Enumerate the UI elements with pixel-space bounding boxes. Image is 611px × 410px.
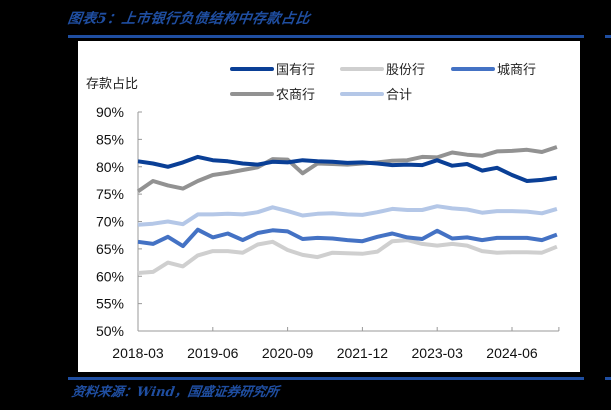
- series-line-国有行: [137, 154, 558, 183]
- series-line-股份行: [137, 238, 558, 275]
- y-tick-label: 85%: [96, 131, 124, 147]
- source-rule: [68, 377, 584, 380]
- series-lines: [136, 145, 558, 275]
- source-rule-stub: [605, 377, 611, 380]
- legend-item: 合计: [340, 88, 412, 103]
- legend-item: 农商行: [230, 88, 315, 103]
- series-line-城商行: [137, 227, 558, 249]
- y-tick-label: 75%: [96, 186, 124, 202]
- source-note: 资料来源：Wind，国盛证券研究所: [70, 385, 280, 400]
- legend-label: 股份行: [386, 63, 425, 78]
- legend-label: 城商行: [497, 63, 536, 78]
- legend-label: 农商行: [276, 88, 315, 103]
- x-tick-label: 2021-12: [337, 345, 389, 361]
- title-rule-stub: [605, 35, 611, 38]
- legend-item: 股份行: [340, 63, 425, 78]
- title-rule: [68, 35, 584, 38]
- legend-item: 国有行: [230, 63, 315, 78]
- x-tick-label: 2024-06: [486, 345, 538, 361]
- y-tick-label: 60%: [96, 268, 124, 284]
- x-axis: 2018-03 2019-06 2020-09 2021-12 2023-03 2024-…: [112, 327, 560, 361]
- chart-panel: [78, 41, 580, 372]
- legend-item: 城商行: [451, 63, 536, 78]
- y-tick-label: 70%: [96, 214, 124, 230]
- y-tick-label: 65%: [96, 241, 124, 257]
- legend-label: 合计: [386, 88, 412, 103]
- x-tick-label: 2020-09: [262, 345, 314, 361]
- legend-label: 国有行: [276, 63, 315, 78]
- x-tick-label: 2018-03: [112, 345, 164, 361]
- y-tick-label: 90%: [96, 104, 124, 120]
- y-tick-label: 55%: [96, 296, 124, 312]
- y-tick-label: 50%: [96, 323, 124, 339]
- x-tick-label: 2019-06: [187, 345, 239, 361]
- y-axis-title: 存款占比: [86, 77, 138, 92]
- y-tick-label: 80%: [96, 159, 124, 175]
- series-line-合计: [137, 204, 558, 227]
- x-tick-label: 2023-03: [412, 345, 464, 361]
- y-axis: 90% 85% 80% 75% 70% 65% 60% 55% 50%: [96, 104, 142, 339]
